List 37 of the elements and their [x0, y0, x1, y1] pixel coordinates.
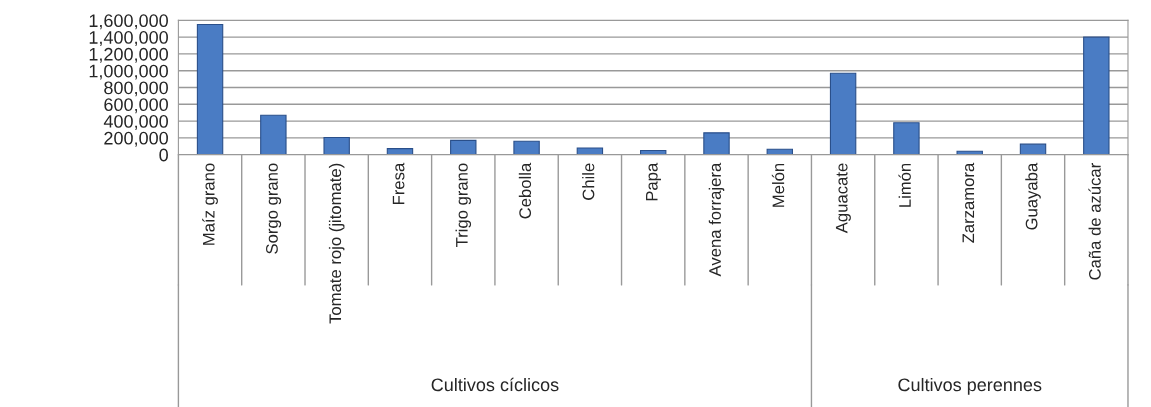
bar — [513, 140, 540, 155]
y-tick-label: 600,000 — [104, 98, 168, 114]
y-tick-label: 200,000 — [104, 131, 168, 147]
x-tick-label: Caña de azúcar — [1088, 163, 1101, 280]
x-tick-label: Sorgo grano — [266, 163, 282, 254]
x-tick-label: Guayaba — [1025, 162, 1041, 230]
x-tick-label: Limón — [898, 163, 911, 207]
bar — [1083, 36, 1110, 155]
y-tick-label: 400,000 — [103, 115, 168, 130]
x-tick-label: Aguacate — [835, 163, 851, 234]
y-tick-label: 1,000,000 — [89, 64, 168, 80]
text: Cultivos cíclicos — [431, 377, 559, 392]
bar — [576, 147, 604, 155]
y-tick-label: 1,200,000 — [89, 47, 168, 63]
y-tick-label: 800,000 — [104, 81, 168, 97]
x-tick-label: Tomate rojo (jitomate) — [328, 163, 345, 324]
bar — [386, 148, 414, 155]
x-tick-label: Avena forrajera — [708, 162, 725, 277]
bar — [703, 132, 730, 155]
x-tick-label: Papa — [646, 162, 661, 201]
x-tick-label: Zarzamora — [962, 162, 975, 243]
bar — [893, 122, 920, 155]
x-tick-label: Cebolla — [518, 162, 532, 219]
x-tick-label: Trigo grano — [455, 163, 472, 248]
y-tick-label: 1,400,000 — [89, 31, 168, 46]
x-tick-label: Chile — [582, 163, 595, 200]
bar — [450, 139, 477, 155]
y-tick-label: 0 — [159, 148, 168, 162]
x-tick-label: Fresa — [392, 162, 405, 205]
bar — [323, 136, 350, 155]
y-tick-label: 1,600,000 — [89, 14, 168, 30]
bar — [260, 114, 287, 155]
bar — [829, 72, 857, 155]
x-tick-label: Maíz grano — [202, 163, 218, 245]
bar — [196, 23, 224, 155]
text: Cultivos perennes — [898, 377, 1042, 395]
x-tick-label: Melón — [771, 163, 785, 207]
